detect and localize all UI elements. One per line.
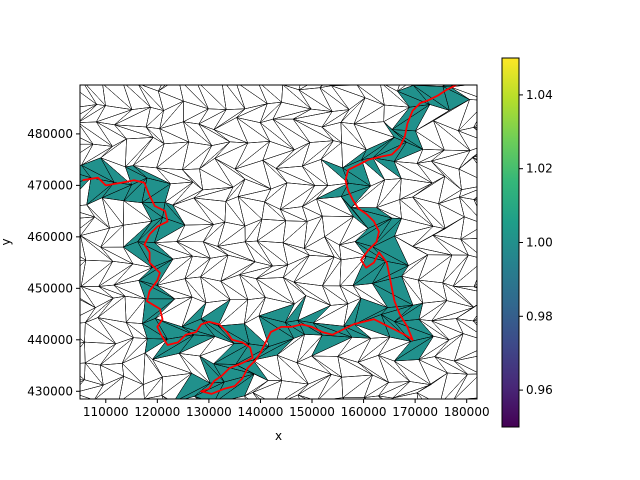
filled-triangle bbox=[102, 182, 132, 198]
x-tick-label: 130000 bbox=[186, 405, 232, 419]
filled-triangle bbox=[381, 305, 413, 322]
plot-frame bbox=[79, 84, 478, 400]
filled-triangle bbox=[194, 382, 225, 399]
x-tick-label: 180000 bbox=[444, 405, 490, 419]
filled-triangle bbox=[258, 303, 295, 323]
boundary-line-layer bbox=[82, 85, 457, 395]
boundary-line bbox=[82, 85, 457, 395]
x-tick-label: 120000 bbox=[134, 405, 180, 419]
plot-area bbox=[80, 85, 477, 399]
filled-triangle bbox=[442, 86, 470, 111]
filled-triangle bbox=[397, 85, 430, 105]
y-tick-label: 430000 bbox=[27, 384, 73, 398]
mesh-triangle bbox=[450, 86, 477, 101]
filled-triangle bbox=[394, 321, 434, 342]
filled-triangle bbox=[102, 184, 132, 201]
filled-triangle bbox=[218, 323, 250, 344]
mesh-triangle bbox=[455, 317, 477, 339]
filled-triangle bbox=[123, 241, 153, 268]
x-axis-label: x bbox=[275, 429, 282, 443]
mesh-triangle bbox=[80, 395, 92, 399]
filled-triangle bbox=[372, 236, 409, 266]
filled-triangle bbox=[394, 319, 434, 337]
colorbar-tick-label: 0.96 bbox=[526, 383, 553, 397]
y-tick-label: 450000 bbox=[27, 281, 73, 295]
colorbar-tick-label: 1.02 bbox=[526, 162, 553, 176]
filled-triangle bbox=[125, 165, 147, 178]
filled-triangle bbox=[353, 256, 386, 286]
filled-triangle bbox=[141, 202, 165, 218]
filled-triangle bbox=[341, 186, 371, 208]
filled-triangle bbox=[141, 202, 163, 222]
mesh-triangle bbox=[452, 285, 477, 308]
x-tick-label: 160000 bbox=[341, 405, 387, 419]
filled-triangle bbox=[372, 137, 407, 158]
filled-triangle bbox=[354, 314, 390, 338]
mesh-triangle bbox=[244, 392, 258, 399]
filled-triangle bbox=[285, 320, 305, 335]
mesh-triangle bbox=[392, 392, 419, 399]
x-tick-label: 140000 bbox=[238, 405, 284, 419]
filled-triangle bbox=[297, 305, 331, 323]
y-tick-label: 440000 bbox=[27, 333, 73, 347]
filled-triangle bbox=[155, 318, 194, 340]
mesh-triangle bbox=[363, 395, 382, 399]
filled-triangle bbox=[219, 374, 255, 399]
colorbar: 0.96 0.98 1.00 1.02 1.04 bbox=[501, 57, 553, 428]
filled-triangle bbox=[200, 299, 231, 326]
filled-triangle bbox=[213, 363, 255, 382]
mesh-triangle bbox=[143, 395, 164, 399]
y-axis-label: y bbox=[0, 238, 13, 245]
filled-triangle bbox=[162, 202, 185, 226]
mesh-triangle bbox=[378, 395, 394, 399]
filled-triangle bbox=[355, 218, 392, 247]
filled-triangle bbox=[311, 335, 352, 356]
colorbar-tick-label: 1.04 bbox=[526, 88, 553, 102]
filled-triangle bbox=[175, 373, 211, 399]
filled-triangle bbox=[361, 157, 385, 180]
colorbar-tick-label: 1.00 bbox=[526, 236, 553, 250]
colorbar-tick-label: 0.98 bbox=[526, 309, 553, 323]
x-tick-label: 150000 bbox=[289, 405, 335, 419]
mesh-triangle bbox=[252, 392, 266, 399]
filled-triangle bbox=[343, 324, 371, 339]
mesh-triangle bbox=[342, 397, 365, 399]
y-axis-ticks: 430000 440000 450000 460000 470000 480000 bbox=[27, 127, 80, 398]
filled-triangle bbox=[235, 360, 269, 381]
triangulation-mesh bbox=[80, 85, 477, 399]
filled-triangle bbox=[138, 259, 173, 286]
mesh-triangle bbox=[80, 104, 97, 115]
filled-triangle bbox=[179, 334, 215, 354]
mesh-triangle bbox=[457, 130, 477, 151]
y-tick-label: 460000 bbox=[27, 230, 73, 244]
mesh-triangle bbox=[297, 394, 312, 399]
filled-triangle bbox=[394, 142, 423, 162]
x-tick-label: 170000 bbox=[392, 405, 438, 419]
filled-triangle bbox=[392, 104, 430, 131]
filled-triangle bbox=[80, 165, 91, 178]
colorbar-ticks: 0.96 0.98 1.00 1.02 1.04 bbox=[519, 88, 553, 397]
x-axis-ticks: 110000 120000 130000 140000 150000 160000 1700… bbox=[83, 399, 490, 419]
y-tick-label: 470000 bbox=[27, 178, 73, 192]
filled-triangle bbox=[372, 261, 409, 284]
mesh-triangle bbox=[80, 298, 96, 316]
filled-triangle bbox=[81, 157, 115, 183]
y-tick-label: 480000 bbox=[27, 127, 73, 141]
x-tick-label: 110000 bbox=[83, 405, 129, 419]
colorbar-gradient bbox=[502, 58, 519, 427]
filled-triangle bbox=[123, 177, 147, 203]
